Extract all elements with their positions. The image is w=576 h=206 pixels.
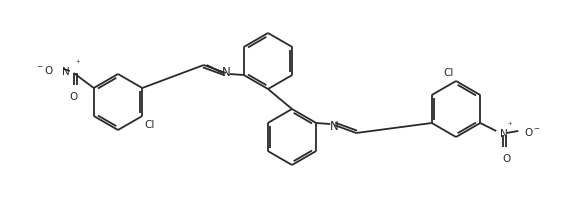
Text: N: N [62,67,70,77]
Text: O: O [502,153,510,163]
Text: $^+$: $^+$ [74,59,81,68]
Text: $^-$O: $^-$O [35,64,54,76]
Text: N: N [221,66,230,79]
Text: N: N [330,120,339,133]
Text: $^+$: $^+$ [506,121,513,129]
Text: Cl: Cl [444,68,454,78]
Text: O$^-$: O$^-$ [524,125,541,137]
Text: N: N [500,128,508,138]
Text: Cl: Cl [144,119,154,129]
Text: O: O [70,91,78,102]
